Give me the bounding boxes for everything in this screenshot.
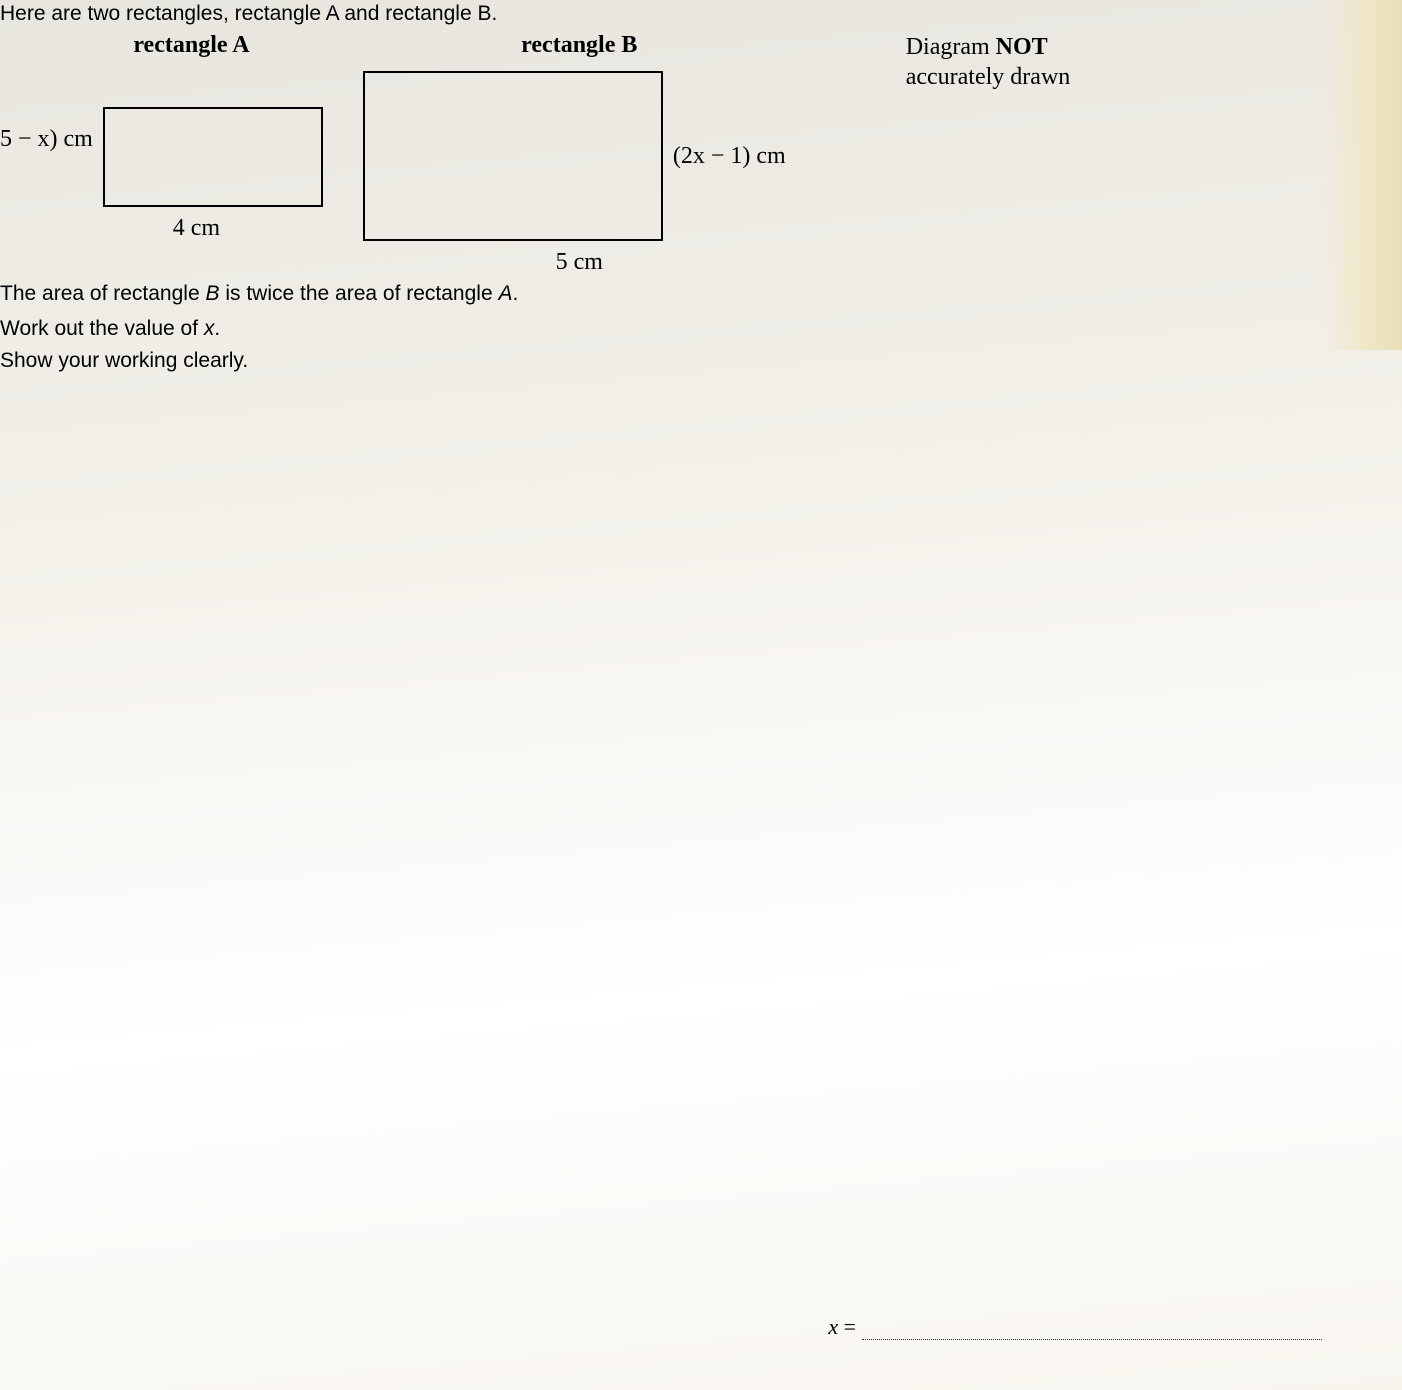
rectangle-a-title: rectangle A [133,32,249,59]
instruction-workout: Work out the value of x. [0,315,1402,342]
answer-blank[interactable] [862,1322,1322,1340]
rectangle-a-height-label: 5 − x) cm [0,126,93,153]
intro-text: Here are two rectangles, rectangle A and… [0,0,1402,26]
instruction-show-working: Show your working clearly. [0,347,1402,374]
rectangle-b-width-label: 5 cm [556,249,603,276]
rectangle-a-width-label: 4 cm [173,215,220,242]
rectangle-b-box [363,71,663,241]
page-edge-shadow [1322,0,1402,350]
diagram-row: rectangle A 5 − x) cm 4 cm rectangle B (… [0,32,1402,276]
diagram-note-line1: Diagram NOT [906,32,1071,62]
rectangle-b-title: rectangle B [521,32,637,59]
answer-line: x = [828,1314,1322,1340]
area-statement: The area of rectangle B is twice the are… [0,280,1402,307]
worksheet-page: Here are two rectangles, rectangle A and… [0,0,1402,1390]
rectangle-a-group: rectangle A 5 − x) cm 4 cm [70,32,323,242]
rectangle-b-wrapper: (2x − 1) cm [363,71,796,241]
rectangle-a-box [103,107,323,207]
answer-prefix: x = [828,1314,856,1340]
rectangle-a-wrapper: 5 − x) cm [70,71,323,207]
rectangle-b-height-label: (2x − 1) cm [673,143,786,170]
rectangle-b-group: rectangle B (2x − 1) cm 5 cm [363,32,796,276]
diagram-accuracy-note: Diagram NOT accurately drawn [906,32,1071,92]
diagram-note-line2: accurately drawn [906,62,1071,92]
